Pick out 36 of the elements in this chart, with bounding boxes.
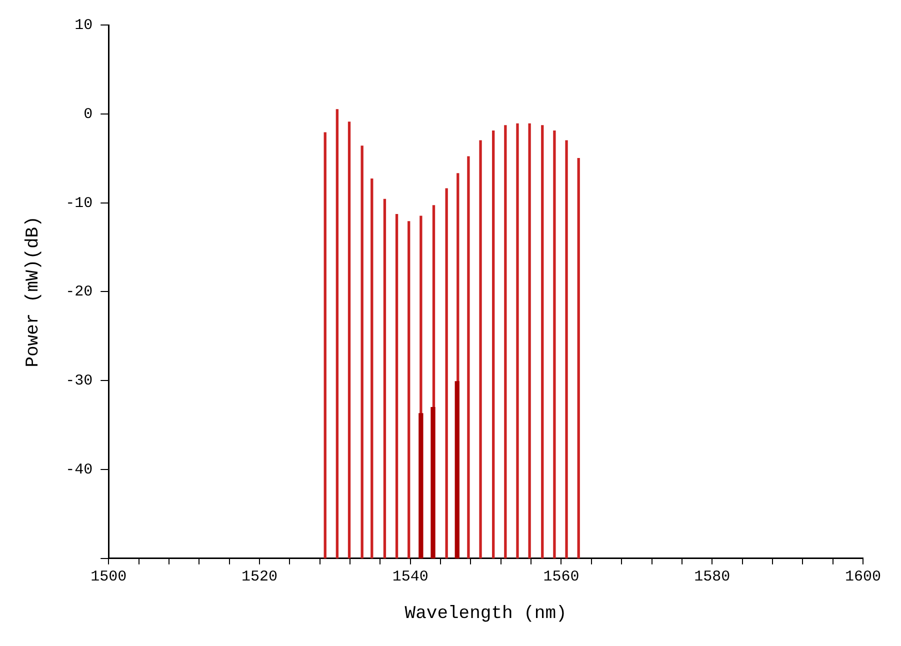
y-axis-title: Power (mW)(dB): [24, 216, 44, 368]
bar: [479, 140, 482, 558]
bar: [516, 123, 519, 558]
bar: [577, 158, 580, 558]
bar: [408, 221, 410, 558]
bar: [445, 188, 448, 558]
bar: [430, 406, 436, 558]
y-tick-label: 10: [74, 16, 93, 34]
bar: [418, 413, 424, 558]
bar: [492, 130, 495, 558]
bar: [324, 132, 326, 558]
bar: [565, 140, 568, 558]
bar: [360, 146, 364, 558]
bar: [528, 123, 531, 558]
bar: [370, 178, 374, 558]
bar: [553, 130, 556, 558]
bar: [336, 109, 339, 558]
x-tick-label: 1580: [694, 568, 730, 586]
bar: [541, 125, 544, 558]
y-tick-label: -10: [66, 194, 93, 212]
bar: [454, 381, 460, 558]
x-tick-label: 1600: [844, 568, 882, 586]
y-tick-label: -30: [66, 372, 93, 390]
x-tick-label: 1560: [543, 568, 580, 586]
y-tick-label: 0: [84, 106, 93, 123]
x-tick-label: 1540: [392, 568, 428, 586]
x-tick-label: 1520: [241, 568, 278, 586]
bar: [348, 122, 351, 558]
x-axis-title: Wavelength (nm): [404, 604, 567, 624]
bar: [383, 198, 386, 558]
y-tick-label: -40: [66, 461, 93, 478]
bar: [504, 125, 507, 558]
x-tick-label: 1500: [90, 568, 127, 586]
bar: [467, 156, 470, 558]
y-tick-label: -20: [66, 284, 93, 301]
bar: [395, 214, 398, 558]
